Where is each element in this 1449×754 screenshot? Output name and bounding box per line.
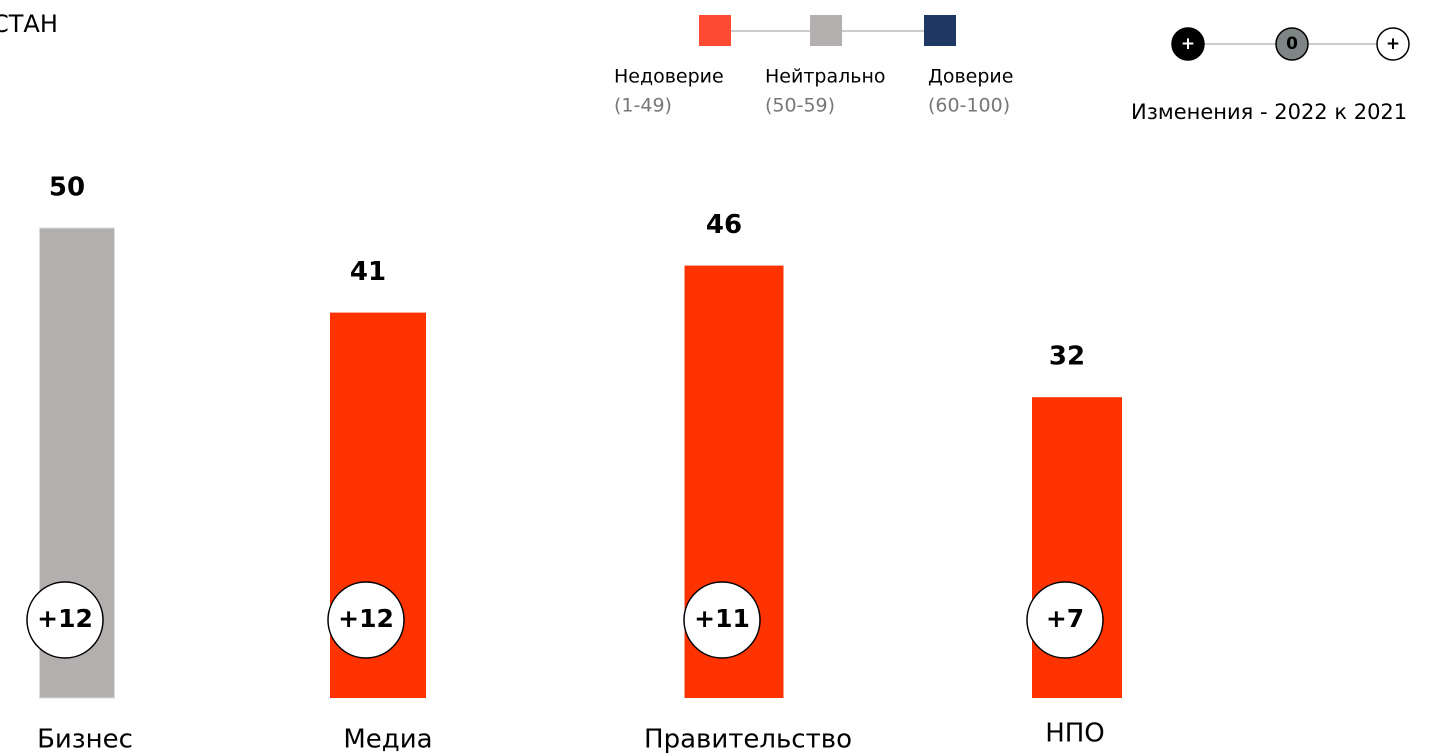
legend-label: Недоверие: [614, 66, 724, 88]
legend-label: Нейтрально: [765, 66, 886, 88]
change-symbol-text: +: [1181, 34, 1195, 54]
category-label: Бизнес: [37, 725, 133, 754]
value-label: 41: [350, 257, 386, 287]
value-label: 46: [706, 210, 742, 240]
change-badge: [683, 581, 761, 659]
legend-range: (50-59): [765, 95, 835, 117]
change-symbol-text: +: [1386, 34, 1400, 54]
category-label: Медиа: [343, 725, 432, 754]
legend-label: Доверие: [928, 66, 1013, 88]
change-symbol: [1171, 27, 1205, 61]
legend-swatch: [924, 15, 956, 46]
change-symbol: [1376, 27, 1410, 61]
legend-swatch: [810, 15, 842, 46]
chart-title: СТАН: [0, 10, 58, 38]
change-badge: [1026, 581, 1104, 659]
value-label: 50: [49, 173, 85, 203]
category-label: Правительство: [644, 725, 852, 754]
change-badge: [26, 581, 104, 659]
change-label: +11: [694, 604, 750, 633]
change-symbol: [1275, 27, 1309, 61]
change-badge: [327, 581, 405, 659]
legend-swatch: [699, 15, 731, 46]
change-label: +12: [37, 604, 93, 633]
legend-range: (1-49): [614, 95, 672, 117]
value-label: 32: [1049, 342, 1085, 372]
change-symbol-text: 0: [1286, 34, 1298, 54]
change-label: +7: [1046, 604, 1084, 633]
legend-range: (60-100): [928, 95, 1010, 117]
category-label: НПО: [1045, 719, 1105, 749]
change-legend-label: Изменения - 2022 к 2021: [1131, 100, 1407, 124]
change-label: +12: [338, 604, 394, 633]
